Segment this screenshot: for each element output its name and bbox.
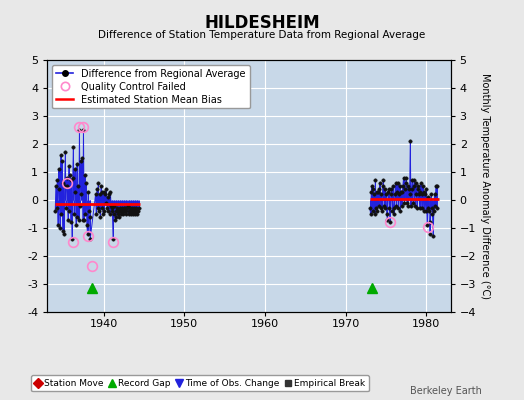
Legend: Station Move, Record Gap, Time of Obs. Change, Empirical Break: Station Move, Record Gap, Time of Obs. C… [31,375,369,392]
Y-axis label: Monthly Temperature Anomaly Difference (°C): Monthly Temperature Anomaly Difference (… [481,73,490,299]
Legend: Difference from Regional Average, Quality Control Failed, Estimated Station Mean: Difference from Regional Average, Qualit… [52,65,249,108]
Text: Difference of Station Temperature Data from Regional Average: Difference of Station Temperature Data f… [99,30,425,40]
Text: Berkeley Earth: Berkeley Earth [410,386,482,396]
Text: HILDESHEIM: HILDESHEIM [204,14,320,32]
